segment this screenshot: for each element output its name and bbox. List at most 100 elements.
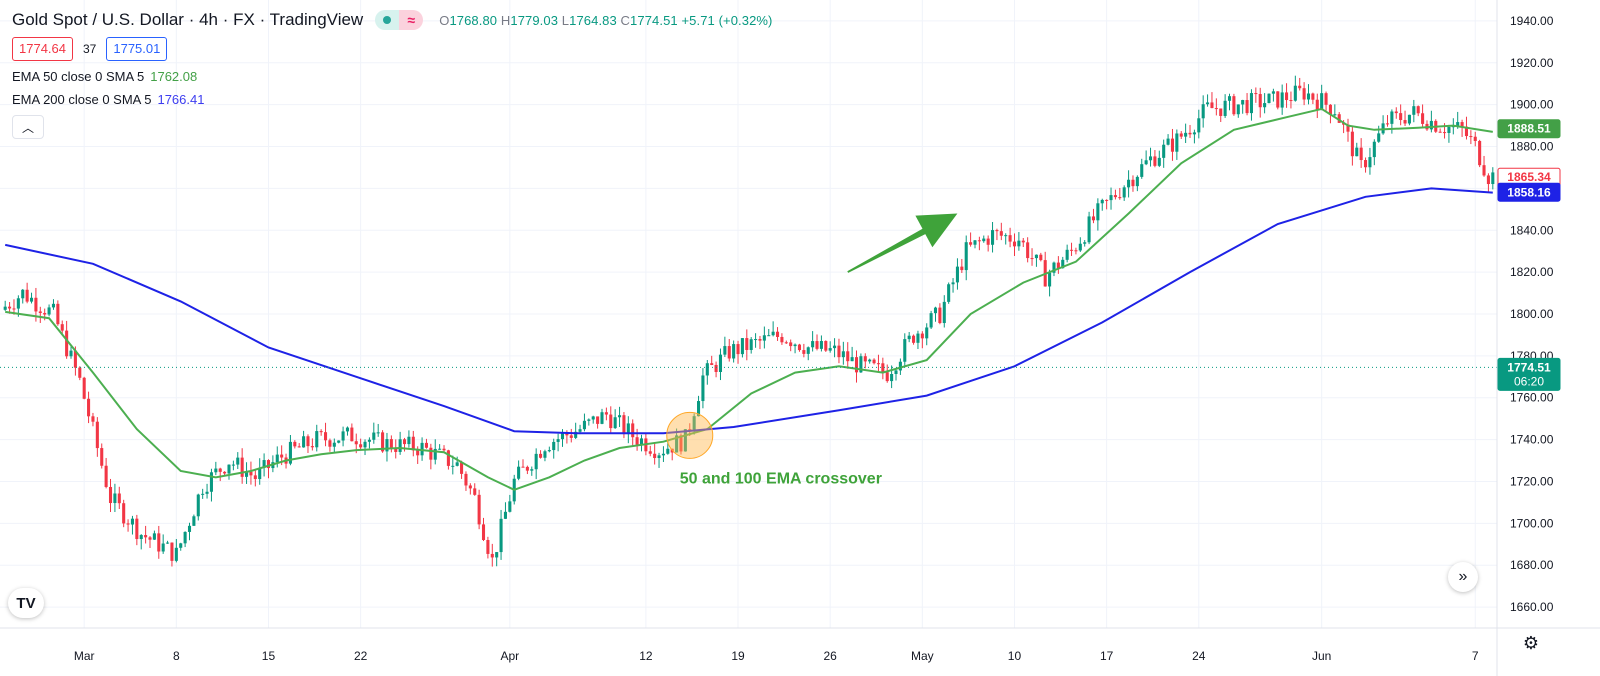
candle-body: [47, 307, 51, 315]
symbol-title[interactable]: Gold Spot / U.S. Dollar · 4h · FX · Trad…: [12, 10, 364, 29]
candle-body: [890, 374, 894, 382]
candle-body: [933, 307, 938, 314]
candle-body: [1280, 92, 1284, 108]
candle-body: [1004, 235, 1008, 237]
candle-body: [345, 427, 350, 432]
candle-body: [455, 462, 459, 466]
candle-body: [117, 493, 121, 504]
scroll-forward-icon[interactable]: »: [1448, 562, 1478, 592]
price-axis: [1497, 0, 1600, 676]
candle-body: [1118, 197, 1122, 199]
candle-body: [556, 439, 560, 442]
chevron-up-icon[interactable]: ︿: [12, 115, 44, 139]
candle-body: [21, 289, 25, 299]
candle-body: [38, 311, 42, 313]
candle-body: [1083, 242, 1087, 244]
candle-body: [1355, 147, 1359, 157]
candle-body: [446, 450, 450, 466]
candle-body: [525, 466, 529, 471]
candle-body: [1131, 179, 1135, 187]
candle-body: [534, 453, 538, 470]
ema-50-line: [5, 107, 1493, 491]
candle-body: [618, 415, 622, 418]
candle-body: [1263, 103, 1267, 108]
candle-body: [179, 543, 183, 548]
price-tick-label: 1840.00: [1510, 223, 1554, 237]
time-tick-label: 7: [1472, 649, 1479, 663]
candle-body: [442, 448, 446, 451]
candle-body: [1012, 241, 1017, 247]
market-status[interactable]: ≈: [375, 10, 424, 30]
candle-body: [1328, 104, 1332, 115]
candle-body: [995, 230, 999, 232]
tradingview-logo-icon[interactable]: TV: [8, 588, 44, 618]
candle-body: [416, 450, 420, 456]
uptrend-arrow: [847, 213, 958, 273]
candle-body: [473, 488, 477, 495]
time-tick-label: 17: [1100, 649, 1114, 663]
candle-body: [460, 462, 464, 474]
candle-body: [661, 453, 665, 456]
price-tick-label: 1920.00: [1510, 56, 1554, 70]
candle-body: [1368, 157, 1372, 168]
candle-body: [486, 540, 490, 554]
candle-body: [209, 472, 213, 492]
price-tick-label: 1680.00: [1510, 558, 1554, 572]
price-axis-label: [1497, 357, 1561, 391]
candle-body: [100, 448, 104, 466]
candle-body: [372, 432, 376, 440]
price-tick-label: 1880.00: [1510, 140, 1554, 154]
candle-body: [736, 344, 740, 355]
candle-body: [1162, 144, 1166, 158]
candle-body: [266, 460, 271, 469]
candle-body: [113, 493, 117, 504]
price-tick-label: 1720.00: [1510, 474, 1554, 488]
price-tick-label: 1800.00: [1510, 307, 1554, 321]
gear-icon[interactable]: ⚙: [1522, 632, 1540, 653]
candle-body: [12, 308, 16, 310]
candle-body: [1320, 93, 1324, 110]
candle-body: [582, 420, 586, 430]
indicator-ema200[interactable]: EMA 200 close 0 SMA 5 1766.41: [12, 92, 205, 107]
candle-body: [91, 416, 95, 422]
price-axis-label-text: 1888.51: [1507, 122, 1551, 136]
time-tick-label: 10: [1008, 649, 1022, 663]
indicator-ema50[interactable]: EMA 50 close 0 SMA 5 1762.08: [12, 69, 198, 84]
candle-body: [679, 435, 683, 452]
candle-body: [288, 441, 292, 464]
candle-body: [1289, 100, 1293, 102]
ohlc-values: O1768.80 H1779.03 L1764.83 C1774.51 +5.7…: [439, 12, 773, 28]
candle-body: [692, 416, 696, 430]
buy-price-button[interactable]: 1775.01: [106, 37, 168, 61]
candle-body: [723, 346, 727, 355]
candle-body: [1412, 106, 1416, 115]
candle-body: [490, 553, 494, 558]
candle-body: [1293, 85, 1297, 101]
sell-price-button[interactable]: 1774.64: [12, 37, 73, 61]
candlestick-series: [3, 75, 1495, 567]
data-delay-icon: ≈: [399, 10, 424, 30]
candle-body: [1096, 203, 1100, 221]
candle-body: [1039, 254, 1043, 261]
candle-body: [613, 417, 617, 429]
candle-body: [1219, 108, 1223, 116]
time-tick-label: 19: [731, 649, 745, 663]
price-tick-label: 1820.00: [1510, 265, 1554, 279]
candle-body: [376, 432, 380, 434]
candle-body: [170, 542, 174, 561]
candle-body: [775, 331, 780, 337]
candle-body: [1140, 164, 1144, 177]
candle-body: [833, 345, 837, 349]
candle-body: [1245, 100, 1249, 114]
candle-body: [631, 423, 635, 438]
candle-body: [161, 543, 165, 552]
time-tick-label: 8: [173, 649, 180, 663]
spread-value: 37: [83, 42, 97, 56]
candle-body: [1201, 104, 1205, 119]
candle-body: [323, 432, 328, 441]
price-tick-label: 1900.00: [1510, 98, 1554, 112]
candle-body: [1074, 250, 1078, 252]
candle-body: [354, 441, 358, 445]
candle-body: [481, 524, 486, 541]
